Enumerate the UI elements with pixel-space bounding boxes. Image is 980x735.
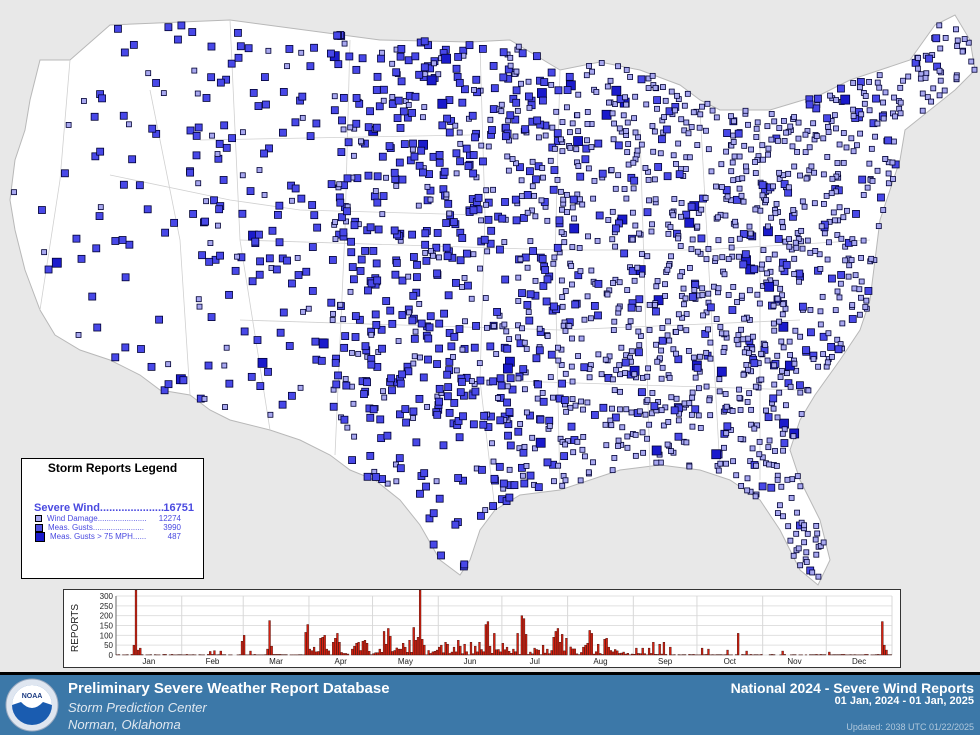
chart-gridlines	[115, 595, 893, 656]
svg-text:NOAA: NOAA	[22, 693, 43, 700]
legend-title: Storm Reports Legend	[47, 461, 178, 475]
legend-row-wind-damage: Wind Damage...................... 12274	[35, 514, 197, 523]
svg-text:100: 100	[100, 631, 114, 640]
wind-report-markers	[11, 21, 978, 580]
svg-text:Apr: Apr	[335, 657, 348, 666]
chart-bars	[115, 590, 892, 656]
meas-gusts-marker-icon	[35, 523, 43, 532]
meas-gusts-75mph-marker-icon	[35, 532, 45, 542]
svg-text:Jul: Jul	[530, 657, 540, 666]
svg-text:Jan: Jan	[142, 657, 155, 666]
svg-text:250: 250	[100, 602, 114, 611]
svg-text:150: 150	[100, 622, 114, 631]
report-title: National 2024 - Severe Wind Reports	[730, 680, 974, 696]
daily-reports-chart: REPORTS 0 50 100 150 200 250 300 Jan Feb Mar Apr M…	[63, 589, 901, 668]
wind-damage-marker-icon	[35, 515, 42, 523]
footer-org: Storm Prediction Center	[68, 700, 207, 715]
updated-timestamp: Updated: 2038 UTC 01/22/2025	[846, 722, 974, 732]
footer-banner: NOAA Preliminary Severe Weather Report D…	[0, 672, 980, 735]
x-axis-month-labels: Jan Feb Mar Apr May Jun Jul Aug Sep Oct Nov Dec	[142, 657, 866, 666]
legend-row-value: 3990	[163, 523, 181, 532]
footer-location: Norman, Oklahoma	[68, 717, 181, 732]
legend-row-meas-gusts-75: Meas. Gusts > 75 MPH...... 487	[35, 532, 197, 542]
legend-row-value: 12274	[158, 514, 181, 523]
state-borders	[39, 19, 871, 511]
svg-text:0: 0	[109, 651, 114, 660]
svg-text:Oct: Oct	[724, 657, 737, 666]
noaa-logo-icon: NOAA	[5, 678, 59, 732]
svg-text:Aug: Aug	[593, 657, 607, 666]
legend-row-label: Wind Damage......................	[47, 514, 147, 523]
svg-text:200: 200	[100, 612, 114, 621]
legend-total-value: 16751	[163, 502, 194, 514]
legend-total-label: Severe Wind.....................	[34, 502, 165, 514]
legend-row-value: 487	[167, 532, 181, 541]
svg-text:Sep: Sep	[658, 657, 673, 666]
svg-text:Dec: Dec	[852, 657, 866, 666]
svg-text:Mar: Mar	[269, 657, 283, 666]
svg-text:May: May	[398, 657, 413, 666]
legend-row-label: Meas. Gusts > 75 MPH......	[50, 532, 147, 542]
legend-row-label: Meas. Gusts.......................	[48, 523, 145, 532]
svg-text:300: 300	[100, 592, 114, 601]
y-axis-label: REPORTS	[70, 604, 81, 652]
us-severe-wind-map	[9, 14, 978, 586]
svg-text:50: 50	[104, 641, 113, 650]
svg-text:Jun: Jun	[464, 657, 477, 666]
svg-text:Feb: Feb	[206, 657, 220, 666]
storm-reports-legend: Storm Reports Legend Severe Wind........…	[21, 458, 204, 579]
report-date-range: 01 Jan, 2024 - 01 Jan, 2025	[834, 695, 974, 707]
legend-row-meas-gusts: Meas. Gusts....................... 3990	[35, 523, 197, 532]
svg-text:Nov: Nov	[787, 657, 801, 666]
footer-title: Preliminary Severe Weather Report Databa…	[68, 680, 390, 697]
legend-total-severe-wind: Severe Wind..................... 16751	[34, 502, 194, 514]
